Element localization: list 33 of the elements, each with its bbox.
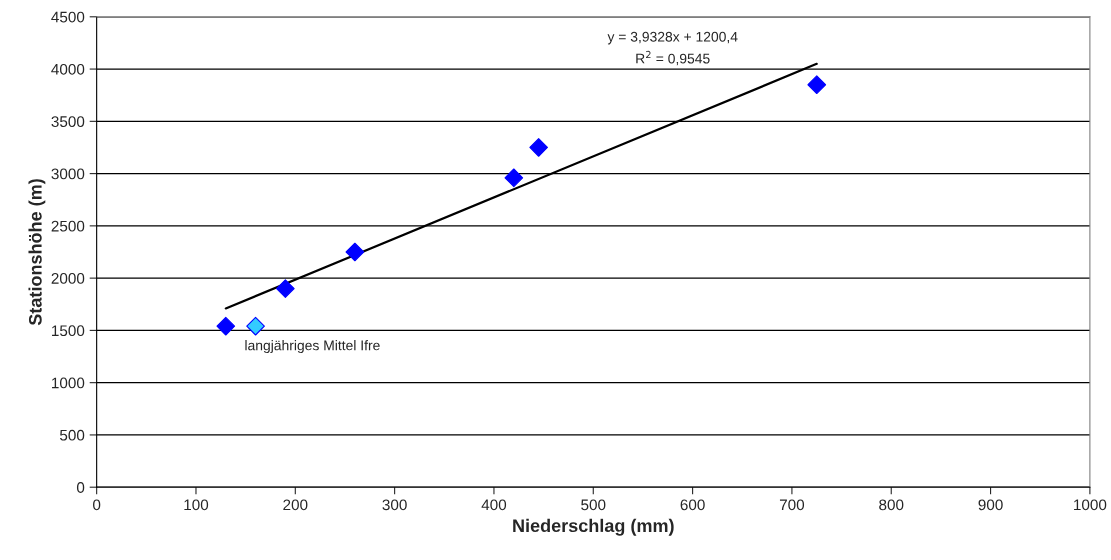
x-tick-label: 0 <box>93 499 101 511</box>
y-tick-label: 3500 <box>51 116 85 128</box>
x-tick-label: 400 <box>481 499 507 511</box>
y-tick-label: 2500 <box>51 220 85 232</box>
point <box>529 138 548 157</box>
point <box>276 279 295 298</box>
annotation: R$^{2}$ = 0,9545 <box>636 50 710 66</box>
y-tick-label: 500 <box>59 429 85 441</box>
y-tick-label: 2000 <box>51 273 85 284</box>
point <box>345 242 365 262</box>
x-tick-label: 1000 <box>1074 499 1107 511</box>
y-tick-label: 4500 <box>51 11 85 23</box>
y-tick-label: 1000 <box>52 377 85 389</box>
point <box>246 316 265 336</box>
y-tick-label: 4000 <box>51 63 85 75</box>
x-axis-title: Niederschlag (mm) <box>513 518 674 536</box>
x-tick-label: 300 <box>382 499 407 511</box>
point <box>504 168 524 188</box>
y-axis-title: Stationshöhe (m) <box>28 179 46 326</box>
y-tick-label: 0 <box>76 482 85 493</box>
y-tick-label: 1500 <box>52 325 85 337</box>
x-tick-label: 800 <box>879 499 904 511</box>
annotation: y = 3,9328x + 1200,4 <box>607 31 738 45</box>
y-tick-label: 3000 <box>51 168 85 180</box>
annotation: langjähriges Mittel Ifre <box>245 340 380 354</box>
x-tick-label: 200 <box>283 499 308 511</box>
x-tick-label: 100 <box>184 499 209 511</box>
x-tick-label: 900 <box>978 499 1003 511</box>
x-tick-label: 500 <box>581 499 606 511</box>
x-tick-label: 700 <box>779 499 805 511</box>
point <box>216 316 236 336</box>
point <box>807 75 827 95</box>
x-tick-label: 600 <box>680 499 705 511</box>
